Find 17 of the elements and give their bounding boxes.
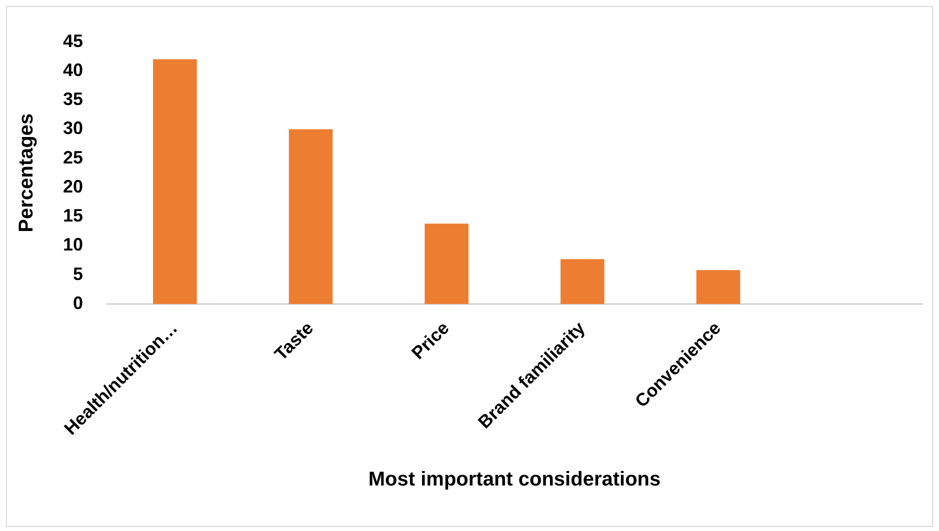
- y-tick-label: 40: [62, 60, 84, 80]
- y-tick-label: 20: [62, 176, 84, 196]
- bar: [153, 59, 197, 304]
- y-tick-label: 10: [62, 234, 84, 255]
- y-axis-title: Percentages: [16, 113, 38, 232]
- y-tick-label: 0: [73, 292, 84, 313]
- bar: [696, 270, 740, 304]
- y-tick-label: 45: [62, 30, 84, 51]
- bar: [560, 259, 604, 304]
- y-tick-label: 15: [62, 206, 84, 226]
- y-tick-label: 30: [62, 118, 84, 138]
- y-tick-label: 35: [62, 89, 84, 110]
- y-tick-label: 5: [73, 264, 84, 284]
- x-axis-title: Most important considerations: [368, 468, 661, 491]
- bar: [288, 129, 333, 304]
- y-tick-label: 25: [62, 147, 84, 168]
- bar: [424, 224, 468, 304]
